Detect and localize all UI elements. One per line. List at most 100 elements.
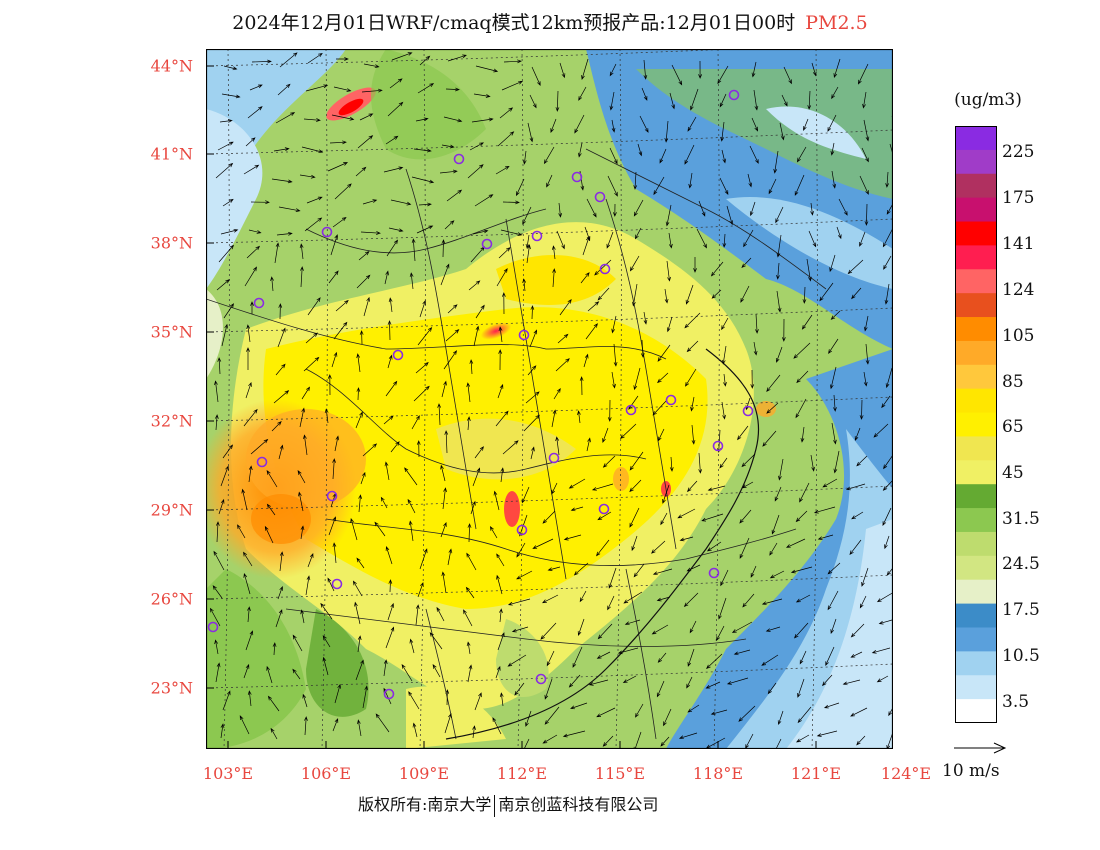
wind-vector	[755, 313, 759, 334]
wind-vector	[677, 508, 696, 519]
wind-vector	[690, 88, 699, 111]
wind-vector	[742, 593, 755, 608]
wind-vector	[631, 535, 638, 552]
wind-vector	[245, 137, 256, 147]
wind-vector	[580, 272, 590, 284]
wind-vector	[596, 707, 616, 718]
wind-vector	[796, 370, 809, 384]
wind-vector	[768, 178, 777, 195]
wind-vector	[633, 367, 641, 391]
wind-vector	[594, 259, 612, 276]
wind-vector	[243, 663, 250, 679]
wind-vector	[707, 485, 726, 492]
wind-vector	[882, 227, 893, 248]
longitude-line	[321, 49, 328, 749]
wind-vector	[327, 374, 332, 396]
wind-vector	[529, 94, 537, 109]
wind-vector	[850, 651, 863, 658]
wind-vector	[662, 484, 670, 504]
wind-vector	[498, 326, 503, 343]
wind-vector	[776, 262, 780, 280]
wind-vector	[362, 199, 378, 205]
wind-vector	[719, 457, 728, 469]
lat-label-29n: 29°N	[150, 500, 193, 520]
colorbar-units: (ug/m3)	[954, 90, 1022, 110]
wind-vector	[307, 553, 314, 568]
wind-vector	[817, 534, 834, 540]
wind-vector	[441, 380, 447, 398]
wind-vector	[550, 118, 557, 133]
wind-vector	[271, 421, 282, 432]
wind-vector	[753, 341, 758, 356]
wind-vector	[739, 509, 752, 524]
station-marker	[453, 153, 465, 165]
station-marker	[728, 89, 740, 101]
wind-vector	[440, 263, 450, 286]
wind-vector	[472, 229, 489, 235]
wind-vector	[359, 113, 374, 121]
wind-vector	[671, 64, 683, 86]
wind-vector	[527, 122, 534, 143]
wind-vector	[270, 727, 278, 740]
wind-vector	[332, 458, 336, 480]
colorbar-segment	[955, 197, 997, 223]
wind-vector	[387, 101, 404, 117]
wind-vector	[684, 312, 701, 329]
wind-vector	[248, 229, 262, 234]
colorbar-segment	[955, 245, 997, 270]
wind-vector	[271, 178, 293, 184]
station-marker	[331, 578, 343, 590]
wind-vector	[303, 434, 308, 456]
wind-vector	[530, 305, 535, 320]
wind-vector	[215, 662, 221, 683]
wind-vector	[859, 175, 869, 195]
wind-vector	[657, 652, 667, 663]
wind-vector	[542, 510, 556, 524]
wind-vector	[358, 251, 370, 261]
coastline	[445, 348, 760, 740]
wind-vector	[741, 481, 754, 489]
station-marker	[383, 688, 395, 700]
wind-vector	[761, 654, 779, 666]
wind-vector	[389, 78, 403, 89]
wind-vector	[885, 367, 893, 389]
wind-vector	[300, 266, 304, 288]
wind-vector	[332, 542, 337, 564]
wind-vector	[222, 690, 231, 711]
wind-vector	[859, 595, 867, 609]
wind-vector	[501, 292, 506, 315]
wind-vector	[357, 719, 362, 737]
wind-vector	[881, 395, 891, 409]
station-markers	[207, 89, 754, 700]
wind-vector	[499, 107, 514, 119]
station-marker	[594, 191, 606, 203]
wind-vector	[493, 490, 500, 511]
wind-vector	[827, 114, 837, 132]
wind-vector	[466, 416, 471, 431]
wind-vector	[706, 653, 723, 670]
wind-vector	[656, 596, 671, 602]
wind-vector	[468, 280, 481, 291]
station-marker	[253, 297, 265, 309]
wind-vector	[357, 135, 374, 149]
wind-vector	[212, 585, 223, 599]
wind-vector	[660, 736, 670, 747]
colorbar-frame	[955, 126, 997, 723]
wind-vector	[552, 268, 556, 288]
wind-vector	[388, 579, 393, 593]
wind-vector	[749, 145, 759, 164]
wind-vector	[415, 362, 429, 374]
wind-vector	[445, 87, 460, 92]
wind-vector	[698, 452, 703, 474]
wind-vector	[217, 357, 222, 375]
wind-vector	[871, 647, 891, 654]
wind-vector	[669, 92, 676, 110]
station-marker	[535, 673, 547, 685]
wind-vector	[356, 353, 361, 373]
station-marker	[392, 349, 404, 361]
wind-vector	[577, 618, 585, 636]
wind-vector	[246, 245, 261, 259]
wind-vector	[264, 525, 274, 544]
wind-vector	[686, 564, 701, 572]
wind-vector	[391, 52, 413, 61]
